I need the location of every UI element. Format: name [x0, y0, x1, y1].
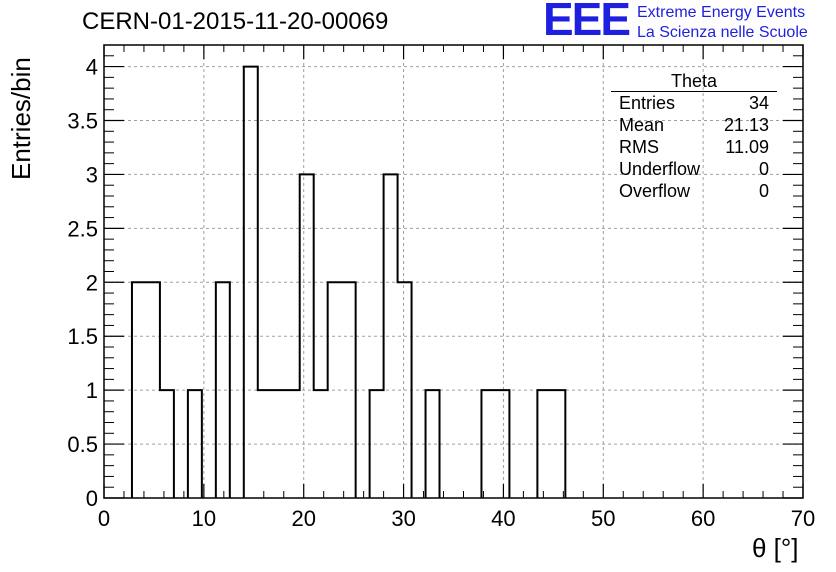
- histogram-bin: [188, 390, 202, 498]
- histogram-bin: [132, 282, 160, 498]
- x-axis-label: θ [°]: [752, 533, 799, 563]
- chart-title: CERN-01-2015-11-20-00069: [82, 8, 389, 35]
- y-tick-label: 4: [86, 55, 98, 80]
- x-tick-label: 0: [98, 506, 110, 531]
- y-tick-label: 2: [86, 270, 98, 295]
- y-tick-label: 0.5: [67, 432, 98, 457]
- y-tick-label: 0: [86, 486, 98, 511]
- x-tick-label: 50: [591, 506, 615, 531]
- stat-row-underflow: Underflow 0: [611, 158, 777, 180]
- stats-title: Theta: [611, 72, 777, 92]
- eee-logo: EEE: [543, 0, 631, 45]
- stat-value: 21.13: [723, 115, 769, 135]
- logo-caption-line1: Extreme Energy Events: [637, 4, 806, 21]
- stat-row-overflow: Overflow 0: [611, 180, 777, 202]
- x-tick-label: 20: [291, 506, 315, 531]
- y-tick-label: 2.5: [67, 216, 98, 241]
- stat-label: Underflow: [619, 159, 701, 179]
- stat-value: 11.09: [725, 137, 769, 157]
- histogram-bin: [398, 282, 412, 498]
- x-tick-label: 40: [491, 506, 515, 531]
- logo-caption-line2: La Scienza nelle Scuole: [637, 24, 808, 41]
- y-tick-label: 3: [86, 162, 98, 187]
- tick-labels: 0 10 20 30 40 50 60 70 0 0.5 1 1.5 2 2.5 3 3.5 4: [67, 55, 815, 531]
- histogram-bin: [314, 390, 328, 498]
- histogram-bin: [328, 282, 356, 498]
- y-axis-label: Entries/bin: [6, 57, 36, 180]
- x-tick-label: 30: [391, 506, 415, 531]
- histogram-bin: [426, 390, 440, 498]
- stat-value: 34: [748, 93, 769, 113]
- histogram-bin: [244, 67, 258, 498]
- histogram-bin: [160, 390, 174, 498]
- histogram-bin: [537, 390, 565, 498]
- logo-caption: Extreme Energy Events La Scienza nelle S…: [637, 3, 808, 43]
- stat-row-mean: Mean 21.13: [611, 114, 777, 136]
- y-tick-label: 3.5: [67, 109, 98, 134]
- stat-label: RMS: [619, 137, 659, 157]
- stat-value: 0: [758, 181, 769, 201]
- stats-box: Theta Entries 34 Mean 21.13 RMS 11.09 Un…: [611, 72, 777, 202]
- histogram-bin: [300, 174, 314, 498]
- stat-label: Overflow: [619, 181, 691, 201]
- stat-value: 0: [758, 159, 769, 179]
- histogram-bin: [258, 390, 300, 498]
- histogram-bars: [130, 65, 567, 498]
- histogram-bin: [384, 174, 398, 498]
- histogram-outline: [130, 65, 567, 498]
- histogram-bin: [481, 390, 509, 498]
- stat-row-entries: Entries 34: [611, 92, 777, 114]
- x-tick-label: 10: [192, 506, 216, 531]
- y-tick-label: 1: [86, 378, 98, 403]
- axis-ticks: [103, 45, 804, 499]
- histogram-bin: [216, 282, 230, 498]
- histogram-bin: [370, 390, 384, 498]
- x-tick-label: 60: [691, 506, 715, 531]
- stat-label: Mean: [619, 115, 665, 135]
- stat-row-rms: RMS 11.09: [611, 136, 777, 158]
- y-tick-label: 1.5: [67, 324, 98, 349]
- x-tick-label: 70: [791, 506, 815, 531]
- stat-label: Entries: [619, 93, 676, 113]
